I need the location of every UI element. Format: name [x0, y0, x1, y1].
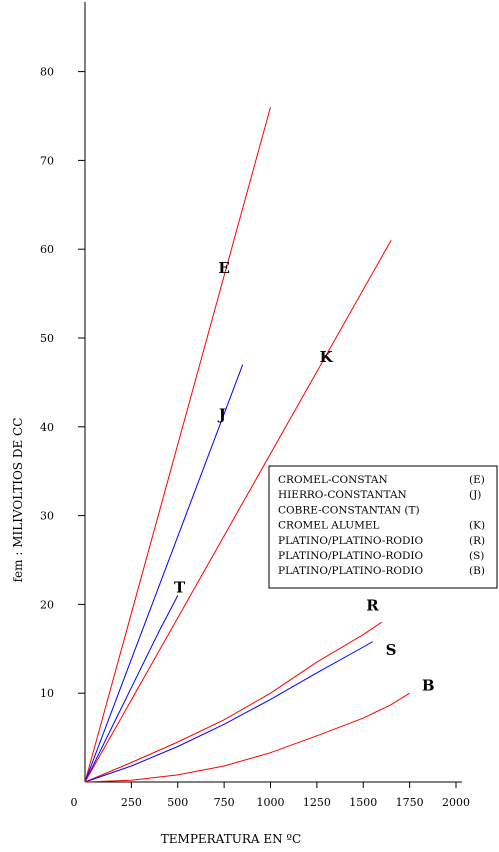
y-tick-label: 30 — [40, 510, 54, 523]
series-line-e — [84, 106, 271, 783]
legend-box — [268, 465, 498, 589]
x-tick-label: 750 — [214, 796, 235, 809]
y-tick-label: 60 — [40, 243, 54, 256]
series-line-b — [84, 692, 410, 783]
curve-label-t: T — [174, 579, 186, 597]
y-tick-label: 70 — [40, 154, 54, 167]
y-axis-title: fem : MILIVOLTIOS DE CC — [11, 418, 25, 583]
legend-entry-name: CROMEL-CONSTAN — [278, 474, 388, 486]
curve-label-s: S — [386, 641, 397, 659]
legend-entry-name: PLATINO/PLATINO-RODIO — [278, 565, 424, 577]
y-tick-label: 40 — [40, 421, 54, 434]
x-tick-label: 0 — [71, 796, 78, 809]
curve-labels: E J T K R S B — [174, 259, 434, 694]
x-tick-label: 1750 — [396, 796, 424, 809]
series-line-s — [84, 641, 373, 783]
series-line-j — [84, 364, 244, 783]
curve-label-b: B — [422, 676, 435, 694]
series-line-r — [84, 621, 383, 783]
legend-entry-name: HIERRO-CONSTANTAN — [278, 489, 407, 501]
y-tick-label: 50 — [40, 332, 54, 345]
y-tick-label: 20 — [40, 598, 54, 611]
legend-entry-code: (K) — [469, 520, 485, 532]
axes: 10 20 30 40 50 60 70 80 0 250 500 750 1000 1250 1500 17… — [40, 2, 470, 809]
legend-entry-code: (S) — [469, 550, 484, 562]
series-group — [84, 106, 410, 783]
legend-entry-code: (B) — [469, 565, 485, 577]
series-line-k — [84, 240, 392, 783]
x-tick-label: 250 — [121, 796, 142, 809]
x-tick-label: 1250 — [303, 796, 331, 809]
legend-entry-name: COBRE-CONSTANTAN (T) — [278, 504, 420, 516]
series-line-t — [84, 595, 179, 783]
x-axis-title: TEMPERATURA EN ºC — [161, 832, 301, 846]
y-tick-label: 10 — [40, 687, 54, 700]
y-tick-label: 80 — [40, 66, 54, 79]
x-tick-label: 2000 — [442, 796, 470, 809]
curve-label-r: R — [366, 596, 379, 614]
legend-entry-code: (R) — [469, 535, 485, 547]
curve-label-k: K — [320, 348, 334, 366]
legend-entry-name: PLATINO/PLATINO-RODIO — [278, 535, 424, 547]
legend-entry-name: CROMEL ALUMEL — [278, 520, 380, 532]
x-tick-label: 500 — [167, 796, 188, 809]
x-tick-label: 1000 — [257, 796, 285, 809]
legend-entry-code: (J) — [469, 489, 481, 501]
legend-entry-name: PLATINO/PLATINO-RODIO — [278, 550, 424, 562]
curve-label-e: E — [218, 259, 229, 277]
x-tick-label: 1500 — [349, 796, 377, 809]
legend: CROMEL-CONSTAN (E) HIERRO-CONSTANTAN (J) COB… — [268, 465, 498, 589]
legend-entry-code: (E) — [469, 474, 485, 486]
curve-label-j: J — [217, 405, 226, 423]
